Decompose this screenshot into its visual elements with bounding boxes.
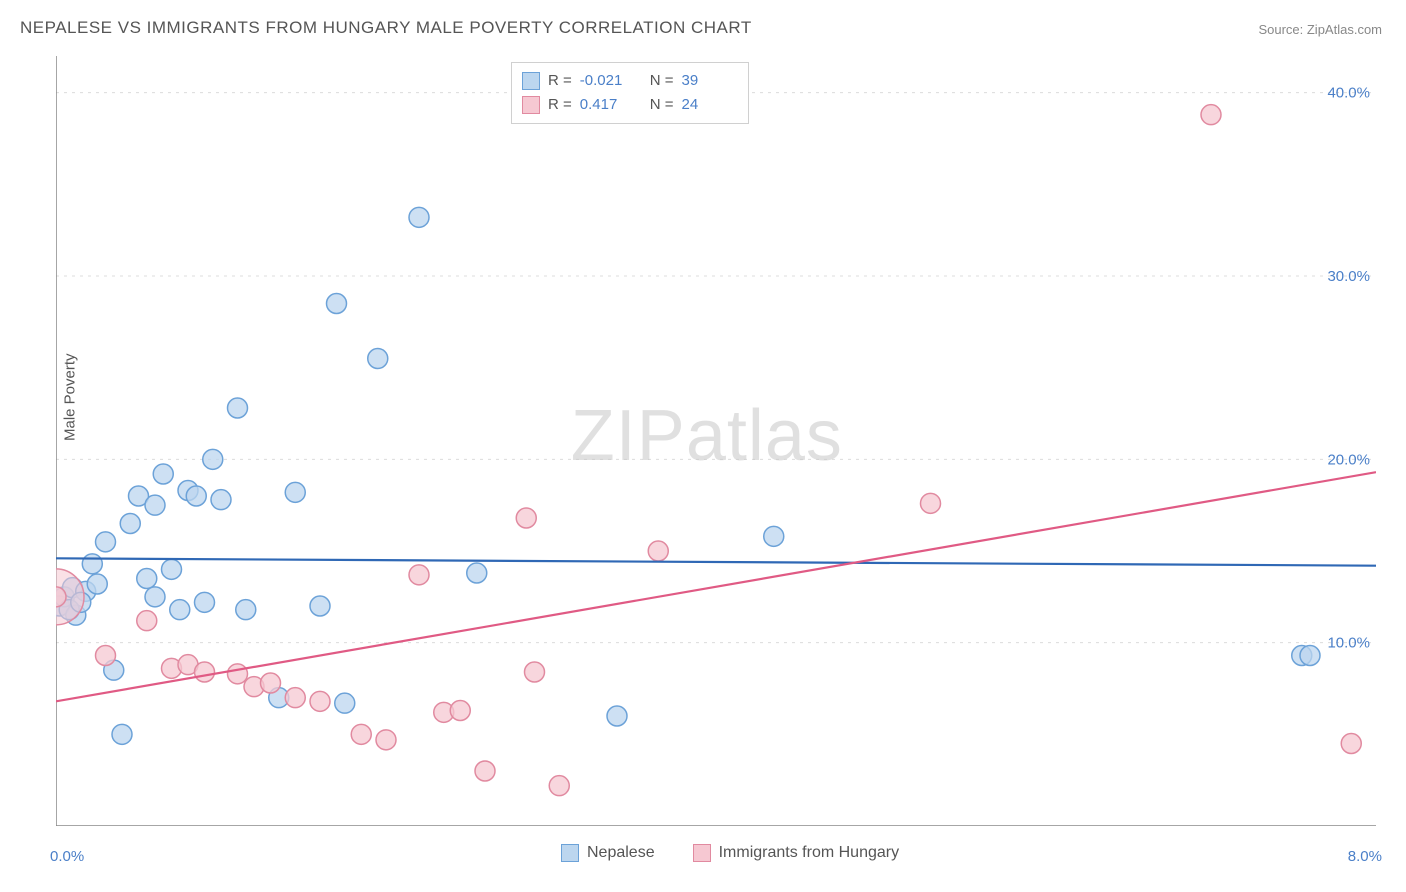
- legend-label: Nepalese: [587, 844, 655, 862]
- r-label: R =: [548, 93, 572, 117]
- data-point: [327, 294, 347, 314]
- data-point: [1201, 105, 1221, 125]
- legend-swatch: [693, 844, 711, 862]
- x-axis-max-label: 8.0%: [1348, 848, 1382, 865]
- x-axis-min-label: 0.0%: [50, 848, 84, 865]
- n-value: 39: [682, 69, 734, 93]
- data-point: [409, 565, 429, 585]
- data-point: [211, 490, 231, 510]
- trend-line: [56, 558, 1376, 565]
- data-point: [145, 587, 165, 607]
- data-point: [153, 464, 173, 484]
- data-point: [137, 569, 157, 589]
- legend-row-hungary: R = 0.417 N = 24: [522, 93, 734, 117]
- legend-item-nepalese: Nepalese: [561, 844, 655, 862]
- data-point: [310, 596, 330, 616]
- data-point: [368, 349, 388, 369]
- data-point: [1341, 734, 1361, 754]
- r-value: -0.021: [580, 69, 632, 93]
- n-label: N =: [650, 69, 674, 93]
- chart-title: NEPALESE VS IMMIGRANTS FROM HUNGARY MALE…: [20, 18, 752, 38]
- y-tick-label: 10.0%: [1327, 635, 1370, 652]
- data-point: [475, 761, 495, 781]
- data-point: [228, 664, 248, 684]
- legend-swatch: [522, 72, 540, 90]
- data-point: [186, 486, 206, 506]
- n-label: N =: [650, 93, 674, 117]
- data-point: [1300, 646, 1320, 666]
- chart-canvas: 10.0% 20.0% 30.0% 40.0%: [56, 56, 1376, 826]
- data-point: [648, 541, 668, 561]
- data-point: [112, 724, 132, 744]
- y-tick-label: 30.0%: [1327, 268, 1370, 285]
- data-point: [170, 600, 190, 620]
- r-value: 0.417: [580, 93, 632, 117]
- legend-swatch: [561, 844, 579, 862]
- data-point: [261, 673, 281, 693]
- source-attribution: Source: ZipAtlas.com: [1258, 22, 1382, 37]
- data-point: [607, 706, 627, 726]
- data-point: [335, 693, 355, 713]
- data-point: [162, 559, 182, 579]
- data-point: [96, 532, 116, 552]
- data-point: [96, 646, 116, 666]
- data-point: [516, 508, 536, 528]
- data-point: [921, 493, 941, 513]
- legend-swatch: [522, 96, 540, 114]
- data-point: [195, 662, 215, 682]
- legend-row-nepalese: R = -0.021 N = 39: [522, 69, 734, 93]
- data-point: [351, 724, 371, 744]
- data-point: [236, 600, 256, 620]
- y-axis-label: Male Poverty: [62, 353, 79, 441]
- legend-label: Immigrants from Hungary: [719, 844, 900, 862]
- r-label: R =: [548, 69, 572, 93]
- data-point: [450, 701, 470, 721]
- y-tick-label: 20.0%: [1327, 451, 1370, 468]
- data-point: [203, 449, 223, 469]
- data-point: [764, 526, 784, 546]
- legend-item-hungary: Immigrants from Hungary: [693, 844, 900, 862]
- data-point: [525, 662, 545, 682]
- data-point: [467, 563, 487, 583]
- data-point: [228, 398, 248, 418]
- data-point: [195, 592, 215, 612]
- data-point: [549, 776, 569, 796]
- y-tick-label: 40.0%: [1327, 85, 1370, 102]
- data-point: [145, 495, 165, 515]
- scatter-plot: Male Poverty 10.0%20.0%30.0%40.0% ZIPatl…: [56, 56, 1376, 826]
- n-value: 24: [682, 93, 734, 117]
- data-point: [120, 514, 140, 534]
- data-point: [87, 574, 107, 594]
- correlation-legend: R = -0.021 N = 39 R = 0.417 N = 24: [511, 62, 749, 124]
- data-point: [409, 207, 429, 227]
- data-point: [137, 611, 157, 631]
- data-point: [285, 482, 305, 502]
- data-point: [310, 691, 330, 711]
- series-legend: Nepalese Immigrants from Hungary: [561, 844, 927, 862]
- trend-line: [56, 472, 1376, 701]
- data-point: [82, 554, 102, 574]
- data-point: [285, 688, 305, 708]
- data-point: [376, 730, 396, 750]
